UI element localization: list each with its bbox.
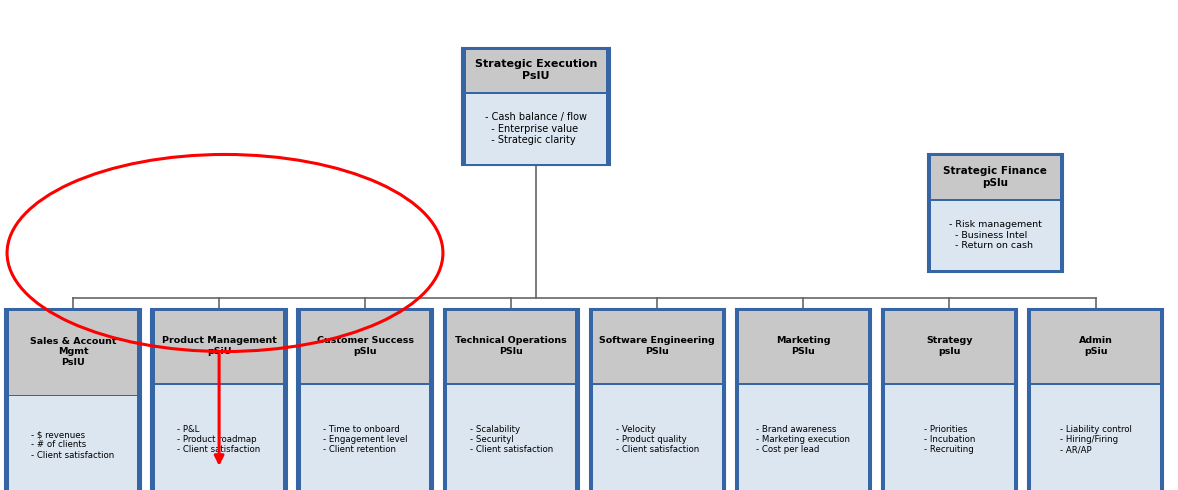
Bar	[594, 311, 721, 384]
Text: Strategic Finance
pSlu: Strategic Finance pSlu	[944, 166, 1047, 188]
Text: Sales & Account
Mgmt
PsIU: Sales & Account Mgmt PsIU	[29, 337, 117, 367]
Bar	[740, 385, 867, 490]
Bar	[931, 156, 1059, 199]
Text: Product Management
pSiU: Product Management pSiU	[161, 337, 277, 356]
Bar	[466, 94, 605, 164]
Bar	[155, 385, 283, 490]
Bar	[8, 311, 137, 394]
Bar	[151, 309, 286, 490]
Text: Admin
pSiu: Admin pSiu	[1079, 337, 1112, 356]
Bar	[886, 311, 1013, 384]
Text: Strategy
pslu: Strategy pslu	[926, 337, 973, 356]
Text: - $ revenues
- # of clients
- Client satisfaction: - $ revenues - # of clients - Client sat…	[32, 430, 114, 460]
Bar	[302, 385, 429, 490]
Bar	[462, 48, 610, 165]
Text: - Cash balance / flow
  - Enterprise value
  - Strategic clarity: - Cash balance / flow - Enterprise value…	[485, 112, 587, 146]
Bar	[466, 49, 605, 93]
Bar	[1027, 309, 1164, 490]
Bar	[297, 309, 432, 490]
Text: - Priorities
- Incubation
- Recruiting: - Priorities - Incubation - Recruiting	[924, 424, 975, 454]
Text: - Brand awareness
- Marketing execution
- Cost per lead: - Brand awareness - Marketing execution …	[756, 424, 851, 454]
Text: - Risk management
  - Business Intel
  - Return on cash: - Risk management - Business Intel - Ret…	[949, 220, 1041, 250]
Bar	[302, 311, 429, 384]
Bar	[740, 311, 867, 384]
Bar	[931, 200, 1059, 270]
Text: Software Engineering
PSlu: Software Engineering PSlu	[600, 337, 715, 356]
Bar	[735, 309, 872, 490]
Bar	[155, 311, 283, 384]
Bar	[1032, 385, 1160, 490]
Text: Customer Success
pSlu: Customer Success pSlu	[317, 337, 413, 356]
Text: Strategic Execution
PsIU: Strategic Execution PsIU	[475, 59, 597, 81]
Text: Technical Operations
PSlu: Technical Operations PSlu	[456, 337, 567, 356]
Bar	[5, 309, 140, 490]
Bar	[881, 309, 1018, 490]
Text: - Time to onboard
- Engagement level
- Client retention: - Time to onboard - Engagement level - C…	[323, 424, 408, 454]
Bar	[1032, 311, 1160, 384]
Bar	[594, 385, 721, 490]
Bar	[8, 396, 137, 490]
Text: - P&L
- Product roadmap
- Client satisfaction: - P&L - Product roadmap - Client satisfa…	[178, 424, 260, 454]
Bar	[448, 385, 575, 490]
Text: Marketing
PSlu: Marketing PSlu	[776, 337, 830, 356]
Bar	[886, 385, 1013, 490]
Bar	[443, 309, 578, 490]
Bar	[928, 154, 1063, 271]
Text: - Velocity
- Product quality
- Client satisfaction: - Velocity - Product quality - Client sa…	[616, 424, 699, 454]
Bar	[448, 311, 575, 384]
Text: - Scalability
- Securityl
- Client satisfaction: - Scalability - Securityl - Client satis…	[470, 424, 552, 454]
Bar	[590, 309, 726, 490]
Text: - Liability control
- Hiring/Firing
- AR/AP: - Liability control - Hiring/Firing - AR…	[1059, 424, 1132, 454]
